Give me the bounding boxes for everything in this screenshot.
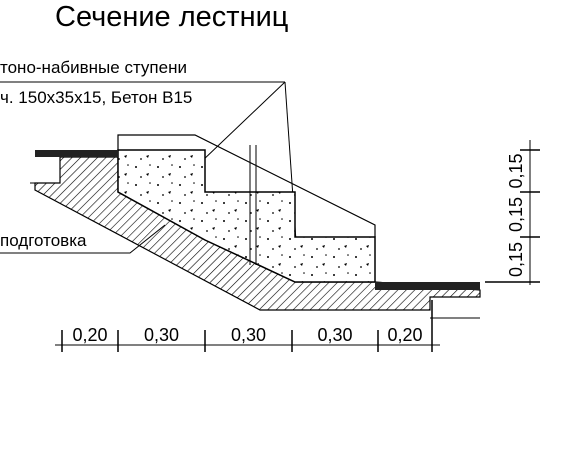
dimension-label: 0,15: [506, 153, 526, 188]
dimension-label: 0,15: [506, 197, 526, 232]
step-outline: [117, 134, 376, 237]
dimension-label: 0,15: [506, 242, 526, 277]
floor: [35, 150, 118, 157]
floor: [375, 282, 480, 290]
title: Сечение лестниц: [55, 1, 288, 33]
dimension-label: 0,20: [387, 325, 422, 345]
dimension-label: 0,30: [144, 325, 179, 345]
steps-fill: [118, 150, 375, 282]
label: тоно-набивные ступени: [0, 58, 187, 77]
label: ч. 150х35х15, Бетон В15: [0, 88, 192, 107]
dimension-label: 0,30: [231, 325, 266, 345]
dimension-label: 0,20: [72, 325, 107, 345]
dim-ticks: [485, 149, 540, 283]
dim-ticks: [61, 300, 433, 352]
label: подготовка: [0, 231, 87, 250]
dimension-label: 0,30: [317, 325, 352, 345]
